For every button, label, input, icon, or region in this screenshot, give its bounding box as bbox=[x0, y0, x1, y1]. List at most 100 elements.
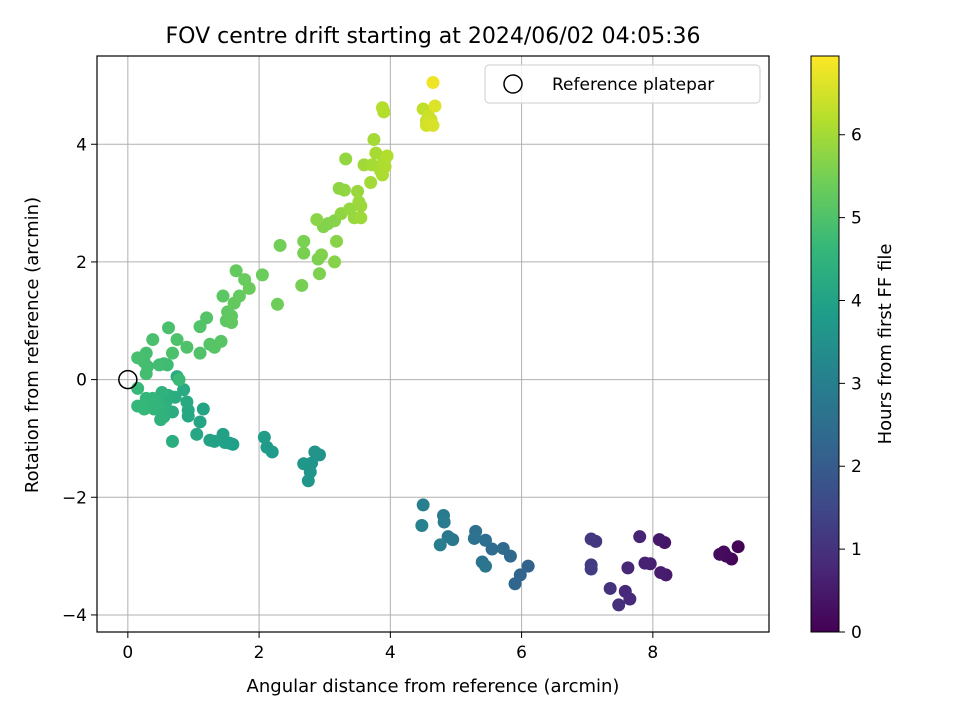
data-point bbox=[375, 101, 389, 115]
data-point bbox=[354, 199, 368, 213]
data-point bbox=[479, 559, 492, 573]
data-point bbox=[713, 547, 727, 561]
data-point bbox=[255, 268, 269, 282]
data-point bbox=[131, 381, 145, 395]
data-point bbox=[654, 566, 668, 580]
data-point bbox=[467, 531, 481, 545]
data-point bbox=[380, 149, 394, 163]
data-point bbox=[367, 133, 381, 147]
x-tick-label: 8 bbox=[647, 643, 658, 663]
colorbar-tick-label: 5 bbox=[851, 209, 862, 229]
y-tick-label: 4 bbox=[76, 135, 87, 155]
data-point bbox=[301, 474, 315, 488]
y-tick-label: −2 bbox=[62, 488, 87, 508]
data-point bbox=[139, 391, 153, 405]
data-point bbox=[193, 346, 207, 360]
data-point bbox=[496, 541, 510, 555]
x-axis-ticks: 0 2 4 6 8 bbox=[122, 632, 658, 663]
data-point bbox=[131, 399, 145, 413]
data-point bbox=[162, 321, 176, 335]
data-point bbox=[225, 316, 239, 330]
x-axis-label: Angular distance from reference (arcmin) bbox=[247, 676, 620, 697]
data-point bbox=[426, 118, 440, 132]
data-point bbox=[433, 538, 447, 552]
data-point bbox=[633, 530, 647, 544]
data-point bbox=[232, 289, 246, 303]
data-point bbox=[638, 556, 652, 570]
data-point bbox=[364, 175, 378, 189]
data-point bbox=[190, 427, 204, 441]
legend-marker bbox=[503, 74, 523, 94]
data-point bbox=[426, 75, 440, 89]
colorbar-label: Hours from first FF file bbox=[875, 244, 896, 445]
y-axis-label: Rotation from reference (arcmin) bbox=[22, 197, 43, 493]
data-point bbox=[214, 334, 228, 348]
colorbar-tick-label: 6 bbox=[851, 126, 862, 146]
data-point bbox=[200, 311, 214, 325]
data-point bbox=[131, 351, 145, 365]
data-point bbox=[415, 519, 429, 533]
data-point bbox=[170, 333, 184, 347]
data-point bbox=[297, 234, 311, 248]
data-point bbox=[257, 430, 271, 444]
data-point bbox=[154, 413, 168, 427]
x-tick-label: 4 bbox=[385, 643, 396, 663]
y-tick-label: −4 bbox=[62, 606, 87, 626]
y-tick-label: 0 bbox=[76, 371, 87, 391]
colorbar-tick-label: 1 bbox=[851, 540, 862, 560]
data-point bbox=[337, 183, 351, 197]
legend-box bbox=[484, 64, 761, 104]
data-point bbox=[196, 402, 210, 416]
data-point bbox=[310, 213, 324, 227]
data-point bbox=[297, 457, 311, 471]
data-point bbox=[731, 540, 745, 554]
data-point bbox=[623, 592, 637, 606]
data-point bbox=[314, 248, 328, 262]
colorbar-tick-label: 2 bbox=[851, 457, 862, 477]
x-tick-label: 0 bbox=[122, 643, 133, 663]
data-point bbox=[308, 445, 322, 459]
legend-entry-reference: Reference platepar bbox=[552, 75, 714, 95]
data-point bbox=[242, 281, 256, 295]
data-point bbox=[437, 515, 451, 529]
y-tick-label: 2 bbox=[76, 253, 87, 273]
data-point bbox=[146, 333, 160, 347]
data-point bbox=[177, 383, 191, 397]
colorbar-ticks: 0 1 2 3 4 5 6 bbox=[839, 126, 862, 643]
colorbar-gradient bbox=[810, 55, 840, 633]
data-point bbox=[312, 267, 326, 281]
colorbar: 0 1 2 3 4 5 6 Hours from first FF file bbox=[810, 55, 896, 643]
data-point bbox=[441, 530, 455, 544]
data-point bbox=[229, 264, 243, 278]
plot-frame bbox=[96, 55, 770, 633]
data-point bbox=[479, 533, 492, 547]
data-point bbox=[621, 561, 635, 575]
data-point bbox=[165, 346, 179, 360]
data-point bbox=[180, 395, 194, 409]
data-point bbox=[351, 184, 365, 198]
data-points bbox=[131, 75, 745, 612]
data-point bbox=[180, 340, 194, 354]
chart-title: FOV centre drift starting at 2024/06/02 … bbox=[166, 24, 701, 49]
data-point bbox=[216, 427, 230, 441]
data-point bbox=[165, 434, 179, 448]
data-point bbox=[270, 297, 284, 311]
data-point bbox=[584, 532, 598, 546]
data-point bbox=[139, 367, 153, 381]
data-point bbox=[521, 559, 535, 573]
x-tick-label: 6 bbox=[516, 643, 527, 663]
data-point bbox=[172, 373, 186, 387]
colorbar-tick-label: 0 bbox=[851, 623, 862, 643]
data-point bbox=[203, 433, 217, 447]
data-point bbox=[508, 577, 522, 591]
data-point bbox=[193, 415, 207, 429]
data-point bbox=[339, 152, 353, 166]
legend: Reference platepar bbox=[484, 64, 761, 104]
data-point bbox=[428, 99, 442, 113]
colorbar-tick-label: 3 bbox=[851, 374, 862, 394]
data-point bbox=[354, 211, 368, 225]
data-point bbox=[152, 358, 166, 372]
data-point bbox=[603, 581, 617, 595]
x-tick-label: 2 bbox=[254, 643, 265, 663]
